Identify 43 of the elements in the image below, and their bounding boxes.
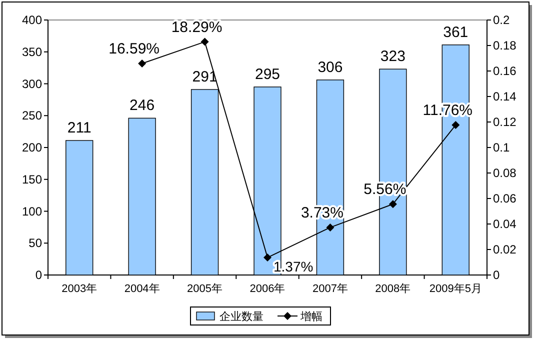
y2-tick-label: 0.18: [493, 38, 517, 52]
y2-tick-label: 0.14: [493, 90, 517, 104]
point: [452, 121, 460, 130]
data-label: 211: [67, 119, 92, 136]
data-label: 361: [443, 24, 468, 41]
y-tick-label: 200: [22, 140, 42, 154]
data-label: 16.59%: [108, 40, 160, 58]
data-label: 246: [130, 97, 155, 114]
y2-tick-label: 0.02: [493, 242, 517, 256]
x-tick-label: 2006年: [250, 283, 286, 295]
y2-tick-label: 0.12: [493, 115, 517, 129]
legend-label: 增幅: [300, 311, 322, 323]
data-label: 323: [380, 48, 406, 66]
x-tick-label: 2009年5月: [429, 283, 482, 295]
y-tick-label: 300: [22, 76, 42, 91]
data-label: 295: [254, 66, 280, 83]
point: [388, 200, 397, 208]
y-tick-label: 350: [22, 44, 42, 59]
y-tick-label: 0: [35, 268, 42, 282]
y2-tick-label: 0.04: [493, 217, 517, 231]
x-tick-label: 2005年: [187, 283, 223, 295]
x-tick-label: 2003年: [62, 283, 98, 295]
x-tick-label: 2008年: [375, 283, 411, 295]
point: [138, 59, 146, 68]
point: [326, 223, 334, 232]
data-label: 306: [318, 58, 343, 76]
y-tick-label: 400: [22, 13, 42, 27]
y2-tick-label: 0: [493, 268, 500, 282]
y2-tick-label: 0.08: [493, 166, 517, 180]
data-label: 18.29%: [171, 18, 222, 36]
y-tick-label: 100: [22, 204, 42, 218]
y2-tick-label: 0.1: [493, 140, 510, 154]
x-tick-label: 2004年: [124, 283, 160, 295]
x-tick-label: 2007年: [312, 283, 348, 295]
y-tick-label: 50: [28, 236, 42, 250]
y-tick-label: 150: [22, 172, 42, 186]
y-tick-label: 250: [22, 108, 42, 123]
y2-tick-label: 0.06: [493, 192, 517, 206]
y2-tick-label: 0.2: [493, 13, 510, 27]
point: [200, 38, 209, 46]
legend-label: 企业数量: [220, 310, 264, 323]
point: [264, 254, 272, 262]
y2-tick-label: 0.16: [493, 64, 517, 78]
